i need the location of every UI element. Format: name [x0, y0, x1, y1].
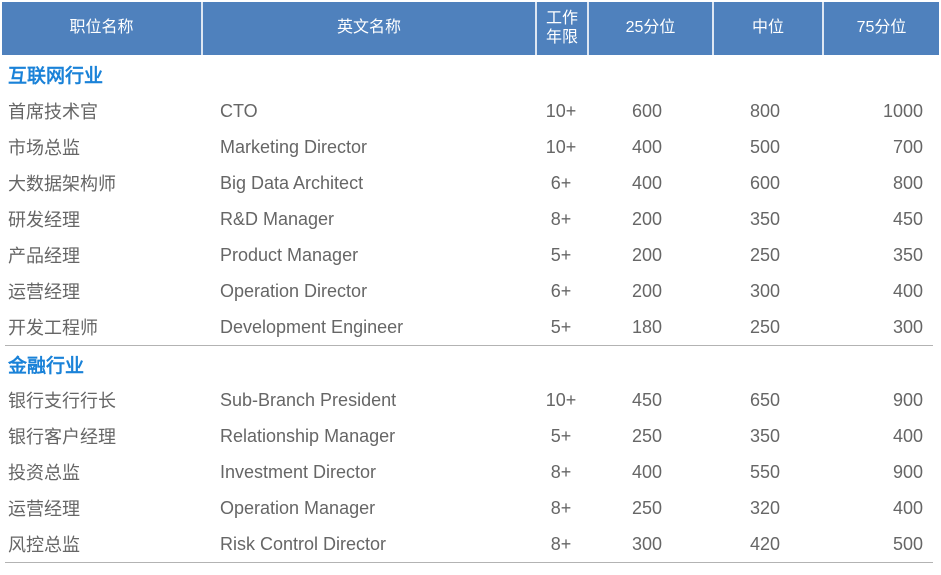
position-name-cn: 开发工程师 — [8, 318, 98, 338]
median-value: 420 — [749, 533, 780, 554]
median-value: 250 — [749, 244, 780, 265]
p75-value: 900 — [892, 389, 923, 410]
work-years-value: 6+ — [550, 280, 572, 301]
position-name-cn: 大数据架构师 — [8, 174, 116, 194]
median-value: 650 — [749, 389, 780, 410]
median-value: 350 — [749, 208, 780, 229]
median-value: 600 — [749, 172, 780, 193]
work-years-value: 10+ — [545, 389, 577, 410]
position-name-en: Sub-Branch President — [220, 389, 397, 410]
work-years-value: 8+ — [550, 208, 572, 229]
p75-value: 350 — [892, 244, 923, 265]
p75-value: 900 — [892, 461, 923, 482]
position-name-en: R&D Manager — [220, 208, 335, 229]
p25-value: 400 — [631, 172, 662, 193]
p75-value: 1000 — [882, 100, 923, 121]
median-value: 550 — [749, 461, 780, 482]
section-divider-line — [5, 345, 933, 346]
p25-value: 450 — [631, 389, 662, 410]
position-name-en: Marketing Director — [220, 136, 368, 157]
section-title-finance: 金融行业 — [8, 355, 85, 377]
table-bottom-line — [5, 562, 933, 563]
position-name-cn: 运营经理 — [8, 499, 80, 519]
median-value: 320 — [749, 497, 780, 518]
table-header-row: 职位名称 英文名称 工作年限 25分位 中位 75分位 — [2, 2, 939, 55]
position-name-en: Operation Director — [220, 280, 368, 301]
position-name-en: Big Data Architect — [220, 172, 364, 193]
table-row: 首席技术官 CTO 10+ 600 800 1000 — [2, 93, 939, 129]
work-years-value: 10+ — [545, 136, 577, 157]
table-row: 风控总监 Risk Control Director 8+ 300 420 50… — [2, 526, 939, 562]
position-name-cn: 投资总监 — [8, 463, 80, 483]
position-name-en: Operation Manager — [220, 497, 376, 518]
p75-value: 400 — [892, 280, 923, 301]
median-value: 250 — [749, 316, 780, 337]
work-years-value: 5+ — [550, 425, 572, 446]
median-value: 350 — [749, 425, 780, 446]
header-english-name: 英文名称 — [201, 2, 535, 55]
position-name-en: Development Engineer — [220, 316, 404, 337]
position-name-cn: 市场总监 — [8, 138, 80, 158]
position-name-cn: 银行客户经理 — [8, 427, 116, 447]
header-work-years: 工作年限 — [535, 2, 587, 55]
table-row: 研发经理 R&D Manager 8+ 200 350 450 — [2, 201, 939, 237]
position-name-cn: 首席技术官 — [8, 102, 98, 122]
position-name-cn: 运营经理 — [8, 282, 80, 302]
position-name-en: Investment Director — [220, 461, 377, 482]
header-median: 中位 — [712, 2, 822, 55]
position-name-cn: 研发经理 — [8, 210, 80, 230]
table-row: 产品经理 Product Manager 5+ 200 250 350 — [2, 237, 939, 273]
header-25th-percentile: 25分位 — [587, 2, 712, 55]
header-position-name: 职位名称 — [69, 19, 134, 37]
p75-value: 450 — [892, 208, 923, 229]
position-name-en: CTO — [220, 100, 258, 121]
median-value: 500 — [749, 136, 780, 157]
work-years-value: 5+ — [550, 244, 572, 265]
position-name-en: Product Manager — [220, 244, 359, 265]
median-value: 800 — [749, 100, 780, 121]
position-name-cn: 银行支行行长 — [8, 391, 116, 411]
p75-value: 800 — [892, 172, 923, 193]
table-row: 运营经理 Operation Manager 8+ 250 320 400 — [2, 490, 939, 526]
table-row: 市场总监 Marketing Director 10+ 400 500 700 — [2, 129, 939, 165]
p25-value: 200 — [631, 280, 662, 301]
salary-table: 职位名称 英文名称 工作年限 25分位 中位 75分位 互联网行业 首席技术官 … — [2, 2, 939, 563]
p75-value: 700 — [892, 136, 923, 157]
position-name-en: Relationship Manager — [220, 425, 396, 446]
work-years-value: 6+ — [550, 172, 572, 193]
p75-value: 400 — [892, 497, 923, 518]
p25-value: 250 — [631, 497, 662, 518]
table-row: 投资总监 Investment Director 8+ 400 550 900 — [2, 454, 939, 490]
p75-value: 300 — [892, 316, 923, 337]
work-years-value: 5+ — [550, 316, 572, 337]
position-name-en: Risk Control Director — [220, 533, 387, 554]
table-row: 开发工程师 Development Engineer 5+ 180 250 30… — [2, 309, 939, 345]
work-years-value: 8+ — [550, 461, 572, 482]
table-row: 运营经理 Operation Director 6+ 200 300 400 — [2, 273, 939, 309]
position-name-cn: 产品经理 — [8, 246, 80, 266]
header-75th-percentile: 75分位 — [822, 2, 939, 55]
p25-value: 200 — [631, 244, 662, 265]
p25-value: 600 — [631, 100, 662, 121]
work-years-value: 10+ — [545, 100, 577, 121]
median-value: 300 — [749, 280, 780, 301]
p75-value: 400 — [892, 425, 923, 446]
table-row: 大数据架构师 Big Data Architect 6+ 400 600 800 — [2, 165, 939, 201]
p25-value: 300 — [631, 533, 662, 554]
p25-value: 250 — [631, 425, 662, 446]
position-name-cn: 风控总监 — [8, 535, 80, 555]
work-years-value: 8+ — [550, 533, 572, 554]
p25-value: 180 — [631, 316, 662, 337]
work-years-value: 8+ — [550, 497, 572, 518]
p25-value: 400 — [631, 136, 662, 157]
p25-value: 200 — [631, 208, 662, 229]
section-title-internet: 互联网行业 — [8, 65, 104, 87]
table-row: 银行客户经理 Relationship Manager 5+ 250 350 4… — [2, 418, 939, 454]
p75-value: 500 — [892, 533, 923, 554]
p25-value: 400 — [631, 461, 662, 482]
table-row: 银行支行行长 Sub-Branch President 10+ 450 650 … — [2, 382, 939, 418]
